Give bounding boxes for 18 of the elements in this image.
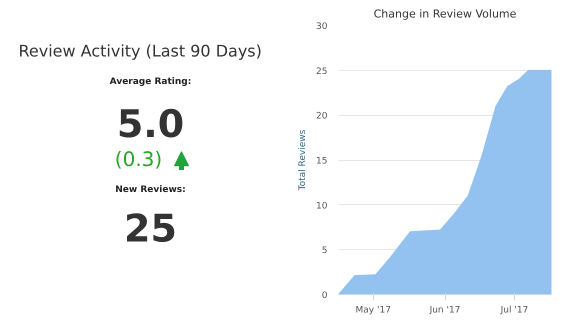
x-tick-label: Jun '17 [428, 306, 460, 316]
y-tick-label: 25 [316, 66, 328, 77]
y-axis-title: Total Reviews [298, 129, 308, 192]
x-tick-label: Jul '17 [500, 306, 528, 316]
y-tick-label: 30 [316, 22, 328, 32]
y-tick-label: 15 [316, 156, 328, 166]
text: 5.0 [116, 102, 184, 146]
text: Review Activity (Last 90 Days) [18, 41, 262, 60]
text: (0.3) [114, 146, 162, 171]
x-tick-label: May '17 [356, 306, 391, 316]
text: New Reviews: [115, 184, 186, 195]
y-tick-label: 0 [322, 291, 328, 301]
text: 25 [124, 206, 177, 250]
chart-title: Change in Review Volume [374, 8, 517, 20]
y-tick-label: 10 [316, 201, 328, 212]
text: Average Rating: [110, 76, 192, 87]
y-tick-label: 5 [322, 246, 328, 256]
y-tick-label: 20 [316, 112, 328, 122]
